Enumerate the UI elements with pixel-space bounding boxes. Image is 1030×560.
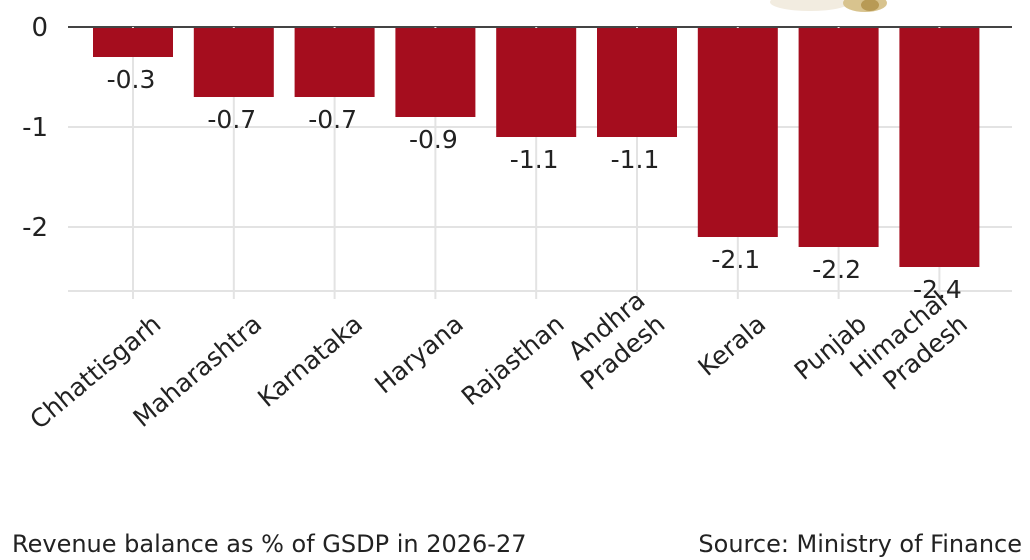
x-tick-label: Rajasthan: [456, 309, 570, 411]
y-axis-ticks: 0 -1 -2: [22, 13, 48, 243]
value-label: -0.7: [207, 105, 256, 134]
y-tick-label: -1: [22, 113, 48, 143]
bar: [93, 28, 173, 57]
x-tick-label-line: Kerala: [693, 309, 772, 382]
y-tick-label: -2: [22, 213, 48, 243]
value-label: -2.1: [711, 245, 760, 274]
value-label: -2.2: [812, 255, 861, 284]
value-label: -0.3: [107, 65, 156, 94]
bar: [496, 28, 577, 137]
value-label: -1.1: [510, 145, 559, 174]
bar: [395, 28, 476, 117]
revenue-balance-bar-chart: 0 -1 -2 -0.3 -0.7 -0.7 -0.9 -1.1 -1.1 -2.1 -2.2 -2…: [22, 13, 1012, 435]
value-label: -0.7: [308, 105, 357, 134]
value-labels: -0.3 -0.7 -0.7 -0.9 -1.1 -1.1 -2.1 -2.2 -2.4: [107, 65, 962, 304]
source-note: Source: Ministry of Finance: [698, 530, 1022, 558]
x-tick-label: Karnataka: [252, 309, 368, 413]
x-tick-label-line: Karnataka: [252, 309, 368, 413]
bars: [93, 28, 980, 267]
value-label: -0.9: [409, 125, 458, 154]
bar: [899, 28, 980, 267]
y-tick-label: 0: [31, 13, 48, 43]
x-tick-label-line: Haryana: [369, 309, 469, 399]
bar: [798, 28, 879, 247]
decorative-image-fragment: [770, 0, 887, 12]
bar: [697, 28, 778, 237]
chart-caption: Revenue balance as % of GSDP in 2026-27: [12, 530, 527, 558]
x-tick-label: Haryana: [369, 309, 469, 399]
x-tick-label: Kerala: [693, 309, 772, 382]
bar: [294, 28, 375, 97]
bar: [597, 28, 677, 137]
x-tick-label-line: Rajasthan: [456, 309, 570, 411]
value-label: -1.1: [611, 145, 660, 174]
bar: [193, 28, 274, 97]
value-label: -2.4: [913, 275, 962, 304]
